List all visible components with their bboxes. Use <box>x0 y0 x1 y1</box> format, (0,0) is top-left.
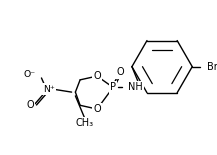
Text: N⁺: N⁺ <box>43 85 55 94</box>
Text: O⁻: O⁻ <box>24 70 36 79</box>
Text: NH: NH <box>128 82 143 92</box>
Text: CH₃: CH₃ <box>76 118 94 128</box>
Text: O: O <box>93 104 101 114</box>
Text: P: P <box>110 82 116 92</box>
Text: O: O <box>26 100 34 110</box>
Text: O: O <box>93 71 101 81</box>
Text: O: O <box>117 67 124 77</box>
Text: Br: Br <box>207 62 217 72</box>
